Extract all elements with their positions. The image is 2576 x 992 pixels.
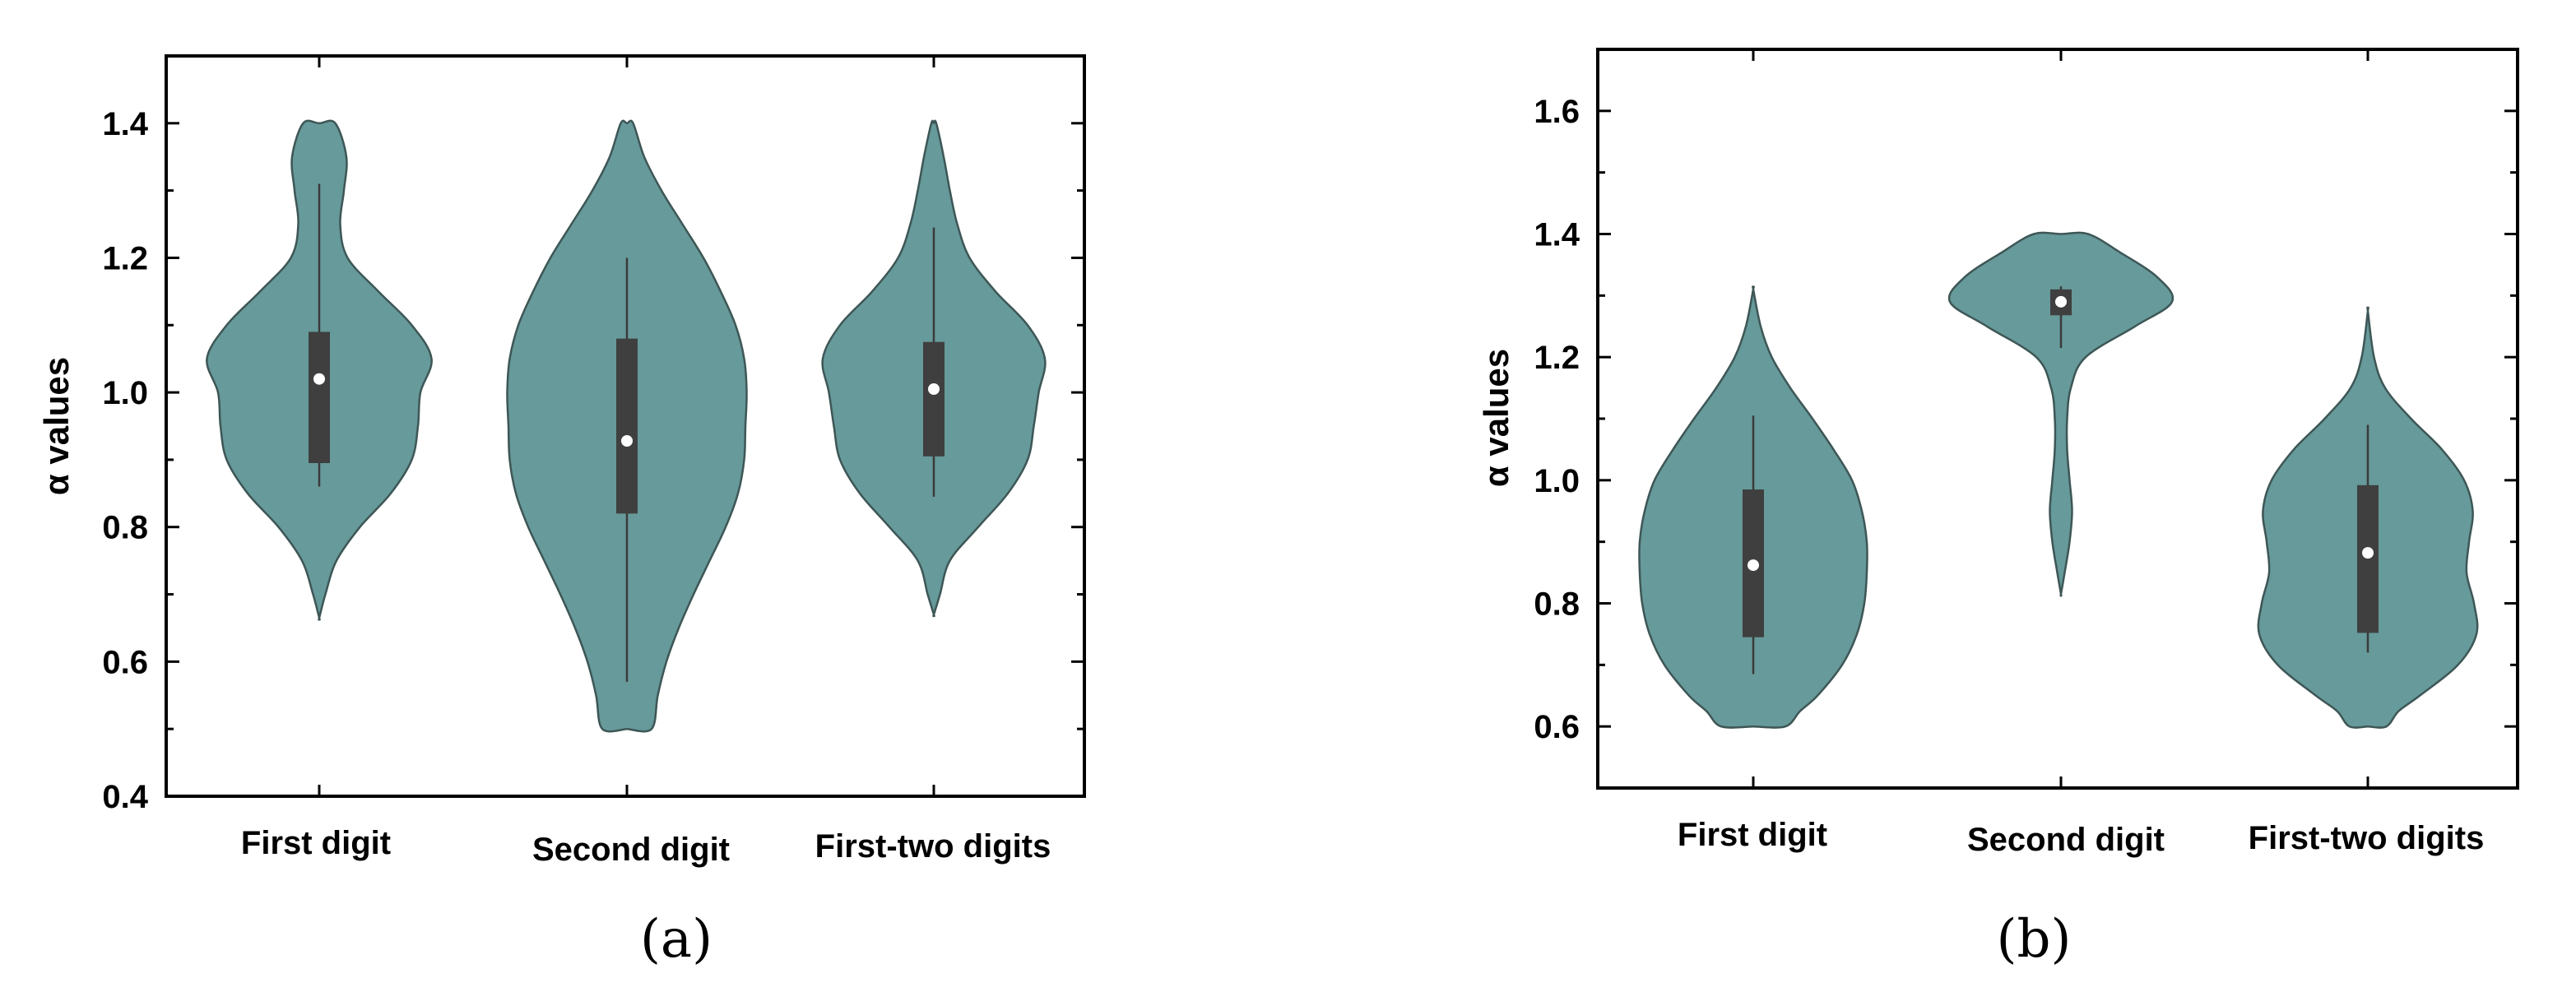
iqr-box-a-1 — [616, 338, 638, 514]
median-point-b-2 — [2362, 547, 2374, 559]
y-tick-label: 1.4 — [102, 106, 148, 142]
median-point-a-2 — [928, 383, 940, 395]
category-label-b-0: First digit — [1678, 817, 1827, 853]
median-point-a-0 — [313, 373, 325, 385]
violin-panel-a: 0.40.60.81.01.21.4 α values First digit … — [37, 54, 1086, 970]
iqr-box-a-2 — [923, 341, 945, 457]
y-ticks-a: 0.4 0.6 0.8 1.0 1.2 1.4 — [102, 54, 1084, 815]
category-label-a-2: First-two digits — [815, 828, 1051, 865]
iqr-box-a-0 — [309, 331, 330, 463]
category-label-b-2: First-two digits — [2249, 820, 2485, 856]
median-point-a-1 — [621, 435, 633, 447]
y-tick-label: 1.6 — [1534, 94, 1580, 130]
y-ticks-b: 0.6 0.8 1.0 1.2 1.4 1.6 — [1534, 48, 2518, 790]
category-label-b-1: Second digit — [1967, 822, 2165, 858]
y-tick-label: 0.8 — [1534, 586, 1580, 623]
category-label-a-1: Second digit — [532, 832, 730, 868]
y-axis-title-b: α values — [1477, 349, 1515, 487]
panel-label-a: (a) — [640, 909, 712, 970]
violin-b-1 — [1947, 231, 2175, 597]
panel-label-b: (b) — [1997, 909, 2072, 970]
category-label-a-0: First digit — [241, 825, 391, 861]
violin-group-a — [206, 119, 1047, 733]
y-tick-label: 0.4 — [102, 779, 148, 815]
y-tick-label: 1.0 — [102, 375, 148, 411]
y-tick-label: 1.0 — [1534, 463, 1580, 499]
violin-group-b — [1638, 231, 2479, 729]
plot-frame-b — [1596, 48, 2519, 790]
iqr-box-b-2 — [2357, 484, 2379, 633]
median-point-b-0 — [1748, 559, 1759, 572]
y-tick-label: 1.4 — [1534, 217, 1580, 253]
y-tick-label: 0.8 — [102, 510, 148, 546]
y-tick-label: 1.2 — [1534, 340, 1580, 376]
plot-frame-a — [165, 54, 1086, 798]
y-tick-label: 0.6 — [102, 644, 148, 680]
y-axis-title-a: α values — [37, 357, 76, 495]
y-tick-label: 0.6 — [1534, 709, 1580, 745]
violin-panel-b: 0.60.81.01.21.41.6 α values First digit … — [1477, 48, 2519, 970]
median-point-b-1 — [2055, 295, 2067, 308]
y-tick-label: 1.2 — [102, 240, 148, 276]
